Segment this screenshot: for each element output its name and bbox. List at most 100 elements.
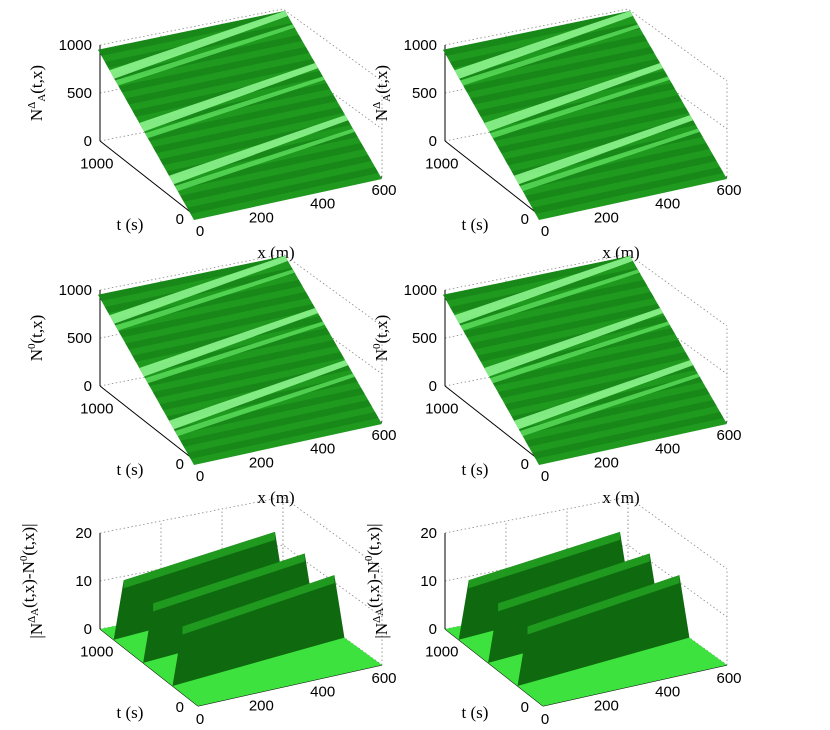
surface-band [497, 107, 689, 154]
x-tick-label: 200 [594, 697, 619, 714]
wave-stripe [139, 63, 318, 132]
grid-z-line [99, 253, 383, 327]
surface-band [118, 46, 310, 93]
t-tick-label: 1000 [80, 156, 113, 173]
surface-band [118, 291, 310, 338]
grid-z-line [444, 544, 728, 618]
z-axis-label-tail: (t,x) [27, 315, 46, 344]
t-tick-label: 1000 [80, 644, 113, 661]
t-tick-label: 0 [176, 699, 184, 716]
z-axis-label: |NΔA(t,x)-N0(t,x)| [18, 523, 46, 638]
z-axis-label: NΔA(t,x) [26, 65, 48, 121]
t-tick-label: 0 [521, 699, 529, 716]
z-tick-label: 1000 [59, 282, 92, 299]
wave-stripe-secondary [174, 373, 355, 437]
surface-band [470, 303, 662, 350]
z-tick-label: 0 [84, 621, 92, 638]
z-tick-label: 1000 [59, 37, 92, 54]
x-tick-label: 600 [371, 182, 396, 199]
x-tick-label: 0 [541, 468, 549, 485]
z-axis-label-part: (t,x)| [364, 523, 383, 555]
surface-band [525, 155, 717, 202]
surface-band [125, 303, 317, 350]
surface-band [443, 255, 634, 301]
x-tick-label: 0 [196, 711, 204, 728]
t-tick-label: 1000 [425, 401, 458, 418]
surface-band [491, 340, 682, 386]
t-axis [444, 140, 544, 219]
x-tick-label: 0 [541, 223, 549, 240]
x-axis-label: x (m) [602, 488, 639, 507]
t-axis-label: t (s) [462, 215, 489, 234]
z-axis-label-part: (t,x)-N [364, 561, 383, 608]
surface-band [152, 352, 344, 399]
wave-stripe-secondary [145, 76, 325, 139]
surface-band [173, 143, 365, 190]
x-tick-label: 400 [310, 441, 335, 458]
x-axis-label: x (m) [257, 488, 294, 507]
x-tick-label: 200 [249, 209, 274, 226]
wave-stripe [514, 115, 693, 185]
z-tick-label: 500 [412, 330, 437, 347]
surface-band [173, 388, 365, 435]
surface-band [470, 58, 662, 105]
z-axis-label: NΔA(t,x) [371, 65, 393, 121]
wave-stripe [514, 360, 693, 430]
z-axis-label: |NΔA(t,x)-N0(t,x)| [363, 523, 391, 638]
wave-stripe-secondary [460, 269, 640, 331]
wave-stripe-secondary [519, 128, 700, 192]
z-axis-label: N0(t,x) [371, 315, 391, 362]
z-axis-label-tail: (t,x) [372, 65, 391, 94]
surface-band [180, 155, 372, 202]
z-axis-label-sub: A [36, 94, 48, 102]
wave-stripe [484, 308, 663, 377]
wave-stripe-secondary [174, 128, 355, 192]
t-axis-label: t (s) [117, 460, 144, 479]
wave-stripe [454, 10, 633, 79]
x-tick-label: 0 [196, 468, 204, 485]
wave-stripe [454, 255, 633, 324]
z-axis-label-part: (t,x)-N [19, 561, 38, 608]
x-tick-label: 600 [716, 670, 741, 687]
surface-band [152, 107, 344, 154]
surface-band [491, 95, 682, 141]
z-tick-label: 500 [67, 85, 92, 102]
surface [100, 531, 382, 706]
z-axis-label-main: N [372, 109, 391, 121]
z-axis-label-main: N [27, 109, 46, 121]
z-axis-label-sub: A [381, 94, 393, 102]
z-axis-label-part: 0 [18, 555, 30, 561]
wave-stripe-secondary [460, 24, 640, 86]
t-axis-label: t (s) [462, 460, 489, 479]
x-tick-label: 200 [249, 697, 274, 714]
z-axis-label-part: |N [372, 623, 391, 639]
wave-stripe-secondary [115, 24, 295, 86]
t-axis [99, 385, 199, 464]
x-tick-label: 400 [310, 196, 335, 213]
t-axis-label: t (s) [117, 703, 144, 722]
t-tick-label: 0 [176, 211, 184, 228]
z-axis-label-tail: (t,x) [372, 315, 391, 344]
z-axis-label-part: Δ [26, 616, 38, 623]
surface-band [532, 167, 724, 214]
wave-stripe [109, 255, 288, 324]
z-tick-label: 1000 [404, 37, 437, 54]
difference-wall [517, 575, 690, 686]
t-tick-label: 1000 [80, 401, 113, 418]
surface-band [187, 412, 379, 459]
z-axis-label-part: Δ [371, 616, 383, 623]
x-tick-label: 600 [371, 670, 396, 687]
wave-stripe-secondary [145, 321, 325, 384]
x-tick-label: 200 [594, 209, 619, 226]
surface-band [532, 412, 724, 459]
surface [445, 531, 727, 706]
x-tick-label: 400 [655, 441, 680, 458]
wave-stripe [109, 10, 288, 79]
wave-stripe [169, 115, 349, 185]
grid-z-line [444, 56, 728, 130]
x-tick-label: 600 [371, 427, 396, 444]
